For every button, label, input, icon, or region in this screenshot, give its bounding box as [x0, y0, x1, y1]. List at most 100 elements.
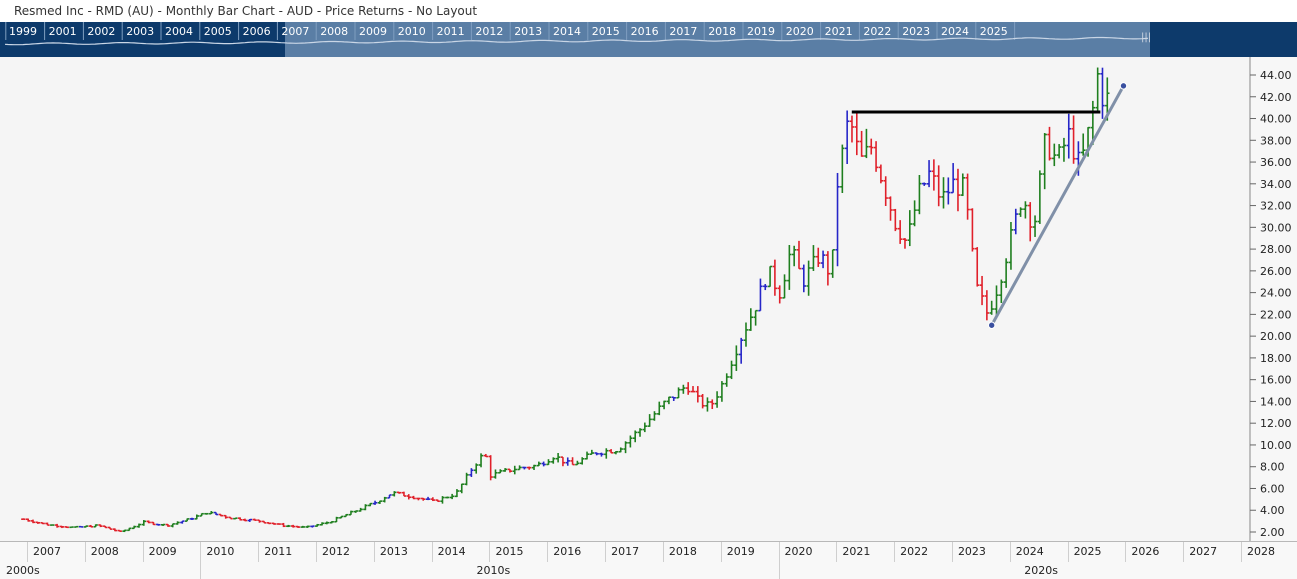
- price-bar: [1047, 126, 1052, 161]
- x-axis-year-label: 2027: [1189, 545, 1218, 558]
- x-axis-year-separator: [951, 542, 953, 562]
- x-axis-year-separator: [1125, 542, 1127, 562]
- navigator-year-label: 2018: [708, 25, 737, 38]
- navigator-year-label: 1999: [9, 25, 37, 38]
- y-tick-label: 10.00: [1260, 439, 1292, 452]
- price-bar: [454, 489, 460, 498]
- x-axis-decades: 2000s 2010s 2020s: [0, 562, 1297, 579]
- price-bar: [45, 522, 50, 526]
- price-bar: [888, 196, 893, 221]
- price-bar: [628, 435, 633, 448]
- x-axis-year-label: 2015: [495, 545, 524, 558]
- y-tick-label: 26.00: [1260, 265, 1292, 278]
- price-bar: [796, 240, 802, 270]
- price-bar: [329, 520, 334, 524]
- price-bar: [565, 457, 570, 466]
- price-bar: [392, 491, 397, 497]
- price-bar: [536, 461, 542, 467]
- price-bar: [840, 144, 845, 194]
- y-tick-label: 4.00: [1260, 504, 1285, 517]
- navigator-year-label: 2011: [436, 25, 465, 38]
- x-axis-year-label: 2018: [668, 545, 697, 558]
- price-bar: [618, 447, 623, 453]
- price-bar: [979, 275, 985, 306]
- price-bar: [1066, 113, 1071, 159]
- price-bar: [1071, 115, 1076, 164]
- x-axis-year-separator: [316, 542, 318, 562]
- price-bar: [151, 521, 156, 526]
- x-axis-year-separator: [894, 542, 896, 562]
- price-bar: [136, 523, 142, 528]
- navigator-year-label: 2022: [863, 25, 892, 38]
- price-bar: [555, 453, 561, 463]
- navigator-year-label: 2003: [126, 25, 155, 38]
- price-bar: [59, 525, 65, 529]
- x-axis-year-separator: [605, 542, 607, 562]
- y-tick-label: 2.00: [1260, 526, 1285, 539]
- price-bar: [180, 520, 185, 524]
- navigator-year-label: 2005: [203, 25, 232, 38]
- x-axis-year-separator: [200, 542, 202, 562]
- y-tick-label: 42.00: [1260, 91, 1292, 104]
- price-bar: [767, 265, 773, 288]
- x-axis-year-label: 2017: [611, 545, 640, 558]
- price-bar: [970, 208, 975, 252]
- price-bar: [936, 165, 941, 207]
- price-bar: [474, 463, 479, 474]
- price-bar: [305, 525, 310, 528]
- price-bar: [266, 522, 272, 525]
- x-axis-year-separator: [489, 542, 491, 562]
- price-bar: [69, 526, 74, 529]
- price-bar: [382, 496, 387, 503]
- price-bar: [204, 512, 209, 515]
- navigator-year-label: 2002: [87, 25, 116, 38]
- price-bar: [401, 491, 407, 497]
- price-bar: [353, 510, 358, 513]
- x-axis-year-separator: [547, 542, 549, 562]
- x-axis-year-label: 2010: [206, 545, 235, 558]
- navigator-year-label: 2004: [165, 25, 193, 38]
- price-bar: [594, 452, 599, 456]
- navigator-bar[interactable]: 1999 2001 2002 2003 2004 2005 2006 2007 2008 2009…: [0, 22, 1297, 57]
- price-bar: [859, 130, 864, 157]
- price-bar: [575, 460, 580, 466]
- price-bar: [685, 382, 691, 395]
- price-bar: [584, 451, 590, 460]
- navigator-year-label: 2021: [824, 25, 853, 38]
- navigator-year-label: 2019: [747, 25, 775, 38]
- price-bar: [912, 200, 917, 227]
- price-bar: [531, 464, 537, 471]
- price-bar: [705, 397, 710, 412]
- navigator-handle[interactable]: |||: [1141, 32, 1152, 43]
- price-bar: [363, 504, 368, 511]
- price-bar: [35, 521, 41, 524]
- price-bar: [88, 524, 94, 528]
- trendline-handle-start: [987, 321, 996, 329]
- price-bar: [194, 514, 200, 520]
- price-bar: [488, 455, 493, 481]
- price-bar: [806, 260, 811, 296]
- price-bar: [994, 285, 999, 318]
- x-axis-year-label: 2021: [842, 545, 871, 558]
- price-bar: [175, 521, 180, 525]
- x-axis-year-separator: [836, 542, 838, 562]
- price-bar: [512, 465, 517, 475]
- price-bar: [1008, 221, 1014, 270]
- x-axis-year-label: 2025: [1073, 545, 1102, 558]
- price-bar: [228, 516, 233, 520]
- price-bar: [878, 164, 884, 184]
- price-bar: [406, 494, 411, 500]
- price-bar: [103, 525, 108, 529]
- navigator-year-label: 2008: [320, 25, 349, 38]
- price-bar: [864, 128, 869, 159]
- x-axis-years: 2007 2008 2009 2010 2011 2012 2013 2014 2015 2016…: [0, 541, 1297, 563]
- price-bar: [551, 457, 556, 464]
- plot-background: [0, 57, 1250, 541]
- price-bar: [777, 285, 782, 304]
- price-bar: [368, 502, 373, 507]
- price-bar: [931, 159, 937, 191]
- price-bar: [30, 519, 36, 524]
- navigator-overview-line: [4, 22, 1149, 46]
- price-bar: [93, 524, 98, 528]
- price-chart[interactable]: 2.00 4.00 6.00 8.00 10.00 12.00 14.00 16.00 18.0…: [0, 57, 1297, 541]
